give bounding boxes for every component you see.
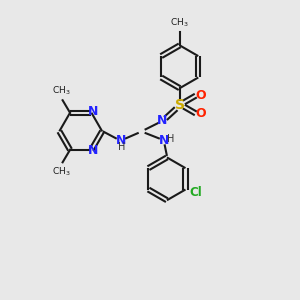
Text: CH$_3$: CH$_3$ xyxy=(52,84,71,97)
Text: N: N xyxy=(159,134,169,147)
Text: N: N xyxy=(88,144,98,157)
Text: O: O xyxy=(196,107,206,120)
Text: H: H xyxy=(118,142,125,152)
Text: H: H xyxy=(167,134,174,144)
Text: O: O xyxy=(196,89,206,102)
Text: CH$_3$: CH$_3$ xyxy=(52,166,71,178)
Text: Cl: Cl xyxy=(189,186,202,199)
Text: CH$_3$: CH$_3$ xyxy=(170,16,189,29)
Text: S: S xyxy=(175,98,185,112)
Text: N: N xyxy=(157,114,168,128)
Text: N: N xyxy=(88,105,98,119)
Text: N: N xyxy=(116,134,126,147)
